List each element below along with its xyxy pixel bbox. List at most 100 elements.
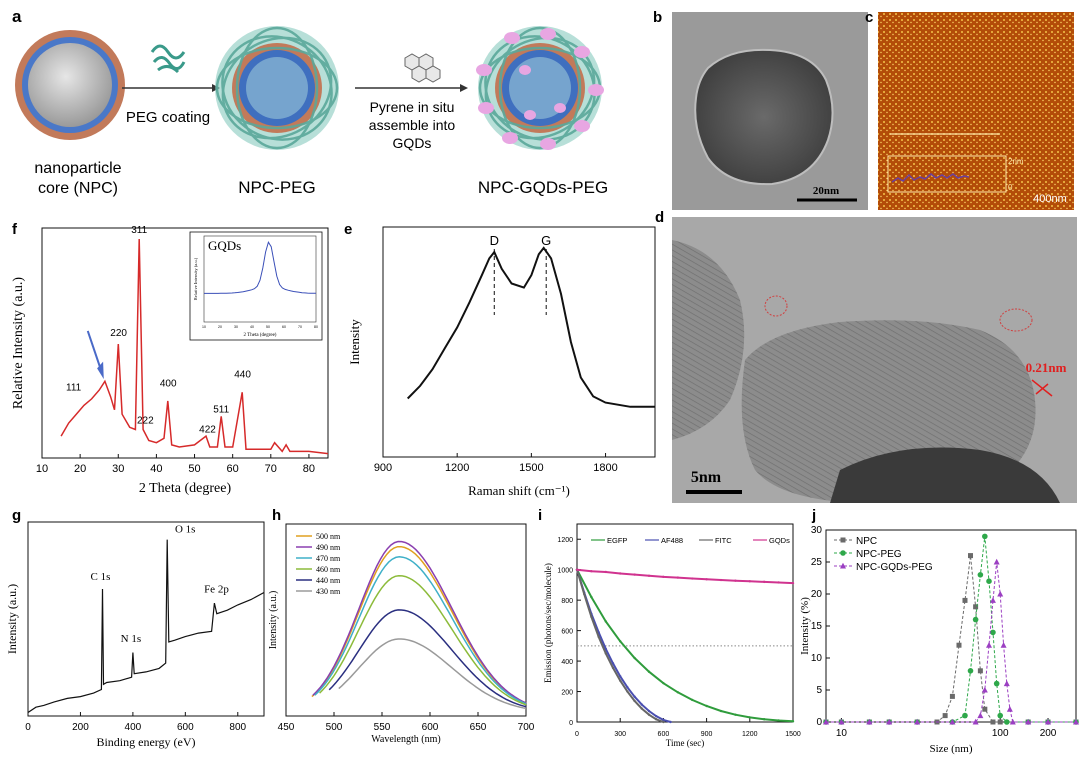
inset-title: GQDs xyxy=(208,238,241,253)
x-axis-label: Time (sec) xyxy=(666,738,704,748)
lattice-spacing-label: 0.21nm xyxy=(1026,360,1067,375)
x-axis-label: 2 Theta (degree) xyxy=(139,481,232,496)
gqd-mark-1 xyxy=(764,295,788,317)
data-point xyxy=(748,716,751,719)
data-point xyxy=(662,718,665,722)
data-point xyxy=(1025,718,1032,725)
data-point xyxy=(619,679,622,682)
y-tick-label: 800 xyxy=(561,598,573,605)
panel-letter-i: i xyxy=(538,507,542,524)
legend-marker xyxy=(840,550,846,556)
data-point xyxy=(942,713,948,719)
x-tick-label: 550 xyxy=(374,722,391,733)
inset-plot-frame xyxy=(203,235,317,323)
data-point xyxy=(597,635,600,638)
x-tick-label: 20 xyxy=(74,463,86,475)
chart-e-raman: 900 1200 1500 1800 Raman shift (cm⁻¹) Intensi… xyxy=(347,226,656,498)
data-point xyxy=(647,574,651,577)
legend-label: 500 nm xyxy=(316,532,341,541)
data-point xyxy=(611,666,615,670)
legend-label: NPC-GQDs-PEG xyxy=(856,562,933,573)
x-tick-label: 800 xyxy=(229,722,246,733)
data-point xyxy=(1073,718,1079,725)
xps-peak-label: Fe 2p xyxy=(204,584,229,596)
chart-h-photoluminescence: 450 500 550 600 650 700 Wavelength (nm) Intensi… xyxy=(268,523,535,745)
data-point xyxy=(982,706,988,712)
panel-d: d 0.21nm 5nm xyxy=(655,209,1077,503)
data-point xyxy=(838,718,845,725)
data-point xyxy=(997,719,1003,725)
y-tick-label: 200 xyxy=(561,690,573,697)
data-point xyxy=(611,662,615,665)
data-point xyxy=(676,576,679,579)
data-point xyxy=(866,718,873,725)
afm-profile-height: 2nm xyxy=(1008,157,1024,166)
x-tick-label: 1800 xyxy=(593,462,617,474)
data-point xyxy=(647,713,651,716)
x-tick-label: 10 xyxy=(36,463,48,475)
x-tick-label: 900 xyxy=(374,462,392,474)
data-point xyxy=(777,581,780,584)
panel-letter-j: j xyxy=(811,507,816,524)
data-point xyxy=(719,578,723,582)
x-tick-label: 40 xyxy=(150,463,162,475)
data-point xyxy=(972,718,979,725)
y-tick-label: 0 xyxy=(816,717,822,728)
data-point xyxy=(1009,718,1016,725)
x-axis-label: Wavelength (nm) xyxy=(371,734,440,745)
data-point xyxy=(886,718,893,725)
x-tick-label: 650 xyxy=(470,722,487,733)
data-point xyxy=(691,698,694,702)
data-point xyxy=(962,712,968,719)
x-axis-label: Raman shift (cm⁻¹) xyxy=(468,483,570,498)
miller-index-label: 222 xyxy=(137,416,154,427)
x-tick-label: 1500 xyxy=(785,731,801,738)
x-tick-label: 500 xyxy=(326,722,343,733)
data-point xyxy=(575,568,579,571)
product-npc-peg: NPC-PEG xyxy=(238,178,315,197)
data-point xyxy=(619,572,622,575)
pl-curve-430-nm xyxy=(338,638,527,710)
data-point xyxy=(956,642,962,648)
data-point xyxy=(705,578,708,581)
x-tick-label: 10 xyxy=(836,728,848,739)
data-point xyxy=(669,720,672,724)
plot-frame xyxy=(285,523,527,717)
panel-c: c 2nm 0 400nm xyxy=(865,9,1074,210)
data-point xyxy=(914,718,921,725)
data-point xyxy=(662,575,665,579)
legend-label: NPC-PEG xyxy=(856,549,902,560)
data-point xyxy=(655,715,658,718)
data-point xyxy=(1045,718,1052,725)
x-tick-label: 1500 xyxy=(519,462,543,474)
inset-y-label: Relative Intensity (a.u.) xyxy=(193,257,198,300)
data-point xyxy=(1006,706,1013,712)
y-tick-label: 400 xyxy=(561,659,573,666)
data-point xyxy=(633,573,636,576)
y-tick-label: 600 xyxy=(561,629,573,636)
x-axis-label: Size (nm) xyxy=(929,743,972,755)
data-point xyxy=(967,668,974,674)
afm-profile-box xyxy=(887,155,1007,193)
gqd-hexagon-icon xyxy=(404,53,441,83)
data-point xyxy=(590,615,593,619)
chart-f-xrd: 10 20 30 40 50 60 70 80 2 Theta (degree) Relative… xyxy=(11,225,329,496)
y-tick-label: 25 xyxy=(811,557,823,568)
data-point xyxy=(590,595,593,599)
pl-curve-500-nm xyxy=(311,545,527,704)
data-point xyxy=(949,693,955,699)
inset-x-tick-label: 30 xyxy=(234,325,238,329)
panel-letter-a: a xyxy=(12,7,22,26)
inset-x-tick-label: 50 xyxy=(266,325,270,329)
panel-letter-e: e xyxy=(344,221,352,238)
miller-index-label: 111 xyxy=(66,383,82,394)
peak-label-d: D xyxy=(490,233,499,248)
legend-label: 470 nm xyxy=(316,554,341,563)
y-tick-label: 1200 xyxy=(557,537,573,544)
peg-polymer-icon xyxy=(150,44,186,74)
data-point xyxy=(633,695,636,698)
tem-particle xyxy=(694,48,834,186)
inset-x-tick-label: 10 xyxy=(202,325,206,329)
legend-marker xyxy=(840,562,846,569)
data-point xyxy=(962,597,968,603)
